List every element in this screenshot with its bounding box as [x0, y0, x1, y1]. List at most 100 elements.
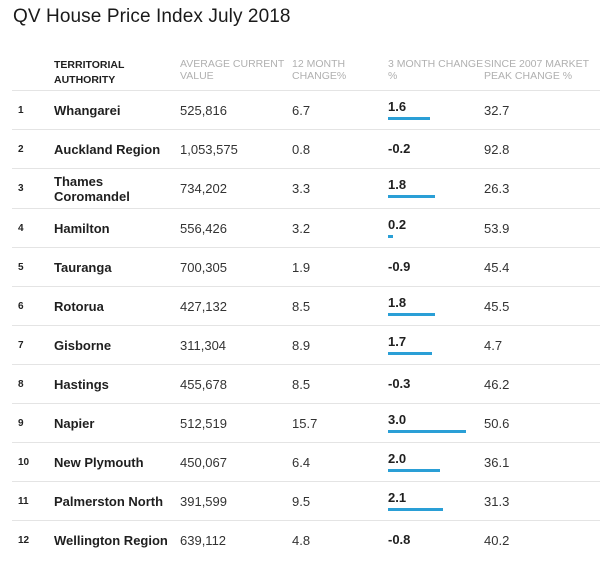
row-rank: 4	[12, 208, 54, 248]
table-row: 7 Gisborne 311,304 8.9 1.7 4.7	[12, 325, 600, 365]
row-authority: Napier	[54, 403, 180, 443]
row-value: 455,678	[180, 364, 292, 404]
row-peak: 53.9	[484, 208, 600, 248]
row-value: 1,053,575	[180, 129, 292, 169]
row-authority: Wellington Region	[54, 520, 180, 560]
row-authority: Tauranga	[54, 247, 180, 287]
change3-label: -0.2	[388, 140, 411, 156]
change3-bar-track	[388, 468, 484, 473]
row-authority: Auckland Region	[54, 129, 180, 169]
row-change12: 3.3	[292, 168, 388, 209]
change3-label: -0.9	[388, 258, 411, 274]
row-rank: 8	[12, 364, 54, 404]
table-row: 10 New Plymouth 450,067 6.4 2.0 36.1	[12, 442, 600, 482]
change3-label: 2.0	[388, 450, 407, 466]
row-rank: 1	[12, 90, 54, 130]
row-change3: 1.8	[388, 286, 484, 326]
price-index-table: TERRITORIAL AUTHORITY AVERAGE CURRENT VA…	[12, 58, 600, 560]
header-peak: SINCE 2007 MARKET PEAK CHANGE %	[484, 58, 589, 82]
header-rank	[12, 58, 54, 91]
row-value: 450,067	[180, 442, 292, 482]
row-value: 556,426	[180, 208, 292, 248]
row-authority: Whangarei	[54, 90, 180, 130]
change3-bar	[388, 507, 443, 511]
row-value: 639,112	[180, 520, 292, 560]
row-value: 311,304	[180, 325, 292, 365]
row-rank: 3	[12, 168, 54, 209]
row-change3: -0.9	[388, 247, 484, 287]
row-peak: 4.7	[484, 325, 600, 365]
row-authority: Gisborne	[54, 325, 180, 365]
row-authority: Hamilton	[54, 208, 180, 248]
chart-title: QV House Price Index July 2018	[13, 6, 291, 27]
row-rank: 7	[12, 325, 54, 365]
row-rank: 5	[12, 247, 54, 287]
change3-bar	[388, 312, 435, 316]
table-row: 8 Hastings 455,678 8.5 -0.3 46.2	[12, 364, 600, 404]
change3-bar-track	[388, 234, 484, 239]
row-rank: 10	[12, 442, 54, 482]
change3-bar	[388, 429, 466, 433]
row-value: 525,816	[180, 90, 292, 130]
row-change3: -0.3	[388, 364, 484, 404]
row-change3: 2.1	[388, 481, 484, 521]
change3-label: -0.3	[388, 375, 411, 391]
row-peak: 92.8	[484, 129, 600, 169]
row-peak: 36.1	[484, 442, 600, 482]
row-change3: 1.6	[388, 90, 484, 130]
row-peak: 45.4	[484, 247, 600, 287]
change3-bar-track	[388, 312, 484, 317]
header-change12: 12 MONTH CHANGE%	[292, 58, 347, 82]
row-change12: 0.8	[292, 129, 388, 169]
row-value: 391,599	[180, 481, 292, 521]
change3-bar-track	[388, 507, 484, 512]
row-rank: 2	[12, 129, 54, 169]
table-row: 2 Auckland Region 1,053,575 0.8 -0.2 92.8	[12, 129, 600, 169]
row-change12: 4.8	[292, 520, 388, 560]
table-row: 11 Palmerston North 391,599 9.5 2.1 31.3	[12, 481, 600, 521]
change3-label: -0.8	[388, 531, 411, 547]
change3-bar-track	[388, 195, 484, 199]
row-peak: 32.7	[484, 90, 600, 130]
row-change3: 3.0	[388, 403, 484, 443]
header-authority: TERRITORIAL AUTHORITY	[54, 59, 125, 86]
change3-label: 1.8	[388, 294, 407, 310]
row-change12: 6.4	[292, 442, 388, 482]
change3-bar	[388, 195, 435, 198]
row-authority: Thames Coromandel	[54, 168, 180, 209]
row-value: 700,305	[180, 247, 292, 287]
table-row: 5 Tauranga 700,305 1.9 -0.9 45.4	[12, 247, 600, 287]
row-authority: New Plymouth	[54, 442, 180, 482]
row-rank: 12	[12, 520, 54, 560]
row-rank: 6	[12, 286, 54, 326]
row-change12: 9.5	[292, 481, 388, 521]
change3-label: 1.7	[388, 333, 407, 349]
row-change12: 1.9	[292, 247, 388, 287]
table-row: 3 Thames Coromandel 734,202 3.3 1.8 26.3	[12, 168, 600, 209]
row-peak: 46.2	[484, 364, 600, 404]
change3-bar-track	[388, 351, 484, 356]
change3-label: 3.0	[388, 411, 407, 427]
change3-label: 1.6	[388, 98, 407, 114]
row-rank: 9	[12, 403, 54, 443]
row-change3: 0.2	[388, 208, 484, 248]
row-peak: 45.5	[484, 286, 600, 326]
header-row: TERRITORIAL AUTHORITY AVERAGE CURRENT VA…	[12, 58, 600, 91]
table-row: 12 Wellington Region 639,112 4.8 -0.8 40.2	[12, 520, 600, 560]
row-change3: 1.7	[388, 325, 484, 365]
change3-bar	[388, 116, 430, 120]
change3-label: 1.8	[388, 177, 407, 192]
row-change12: 6.7	[292, 90, 388, 130]
row-value: 734,202	[180, 168, 292, 209]
change3-bar-track	[388, 429, 484, 434]
header-change3: 3 MONTH CHANGE %	[388, 58, 484, 82]
change3-label: 0.2	[388, 216, 407, 232]
row-peak: 31.3	[484, 481, 600, 521]
change3-bar-track	[388, 116, 484, 121]
row-rank: 11	[12, 481, 54, 521]
row-peak: 40.2	[484, 520, 600, 560]
table-body: 1 Whangarei 525,816 6.7 1.6 32.7 2 Auckland Reg…	[12, 90, 600, 560]
row-change12: 3.2	[292, 208, 388, 248]
change3-bar	[388, 234, 393, 238]
row-peak: 26.3	[484, 168, 600, 209]
